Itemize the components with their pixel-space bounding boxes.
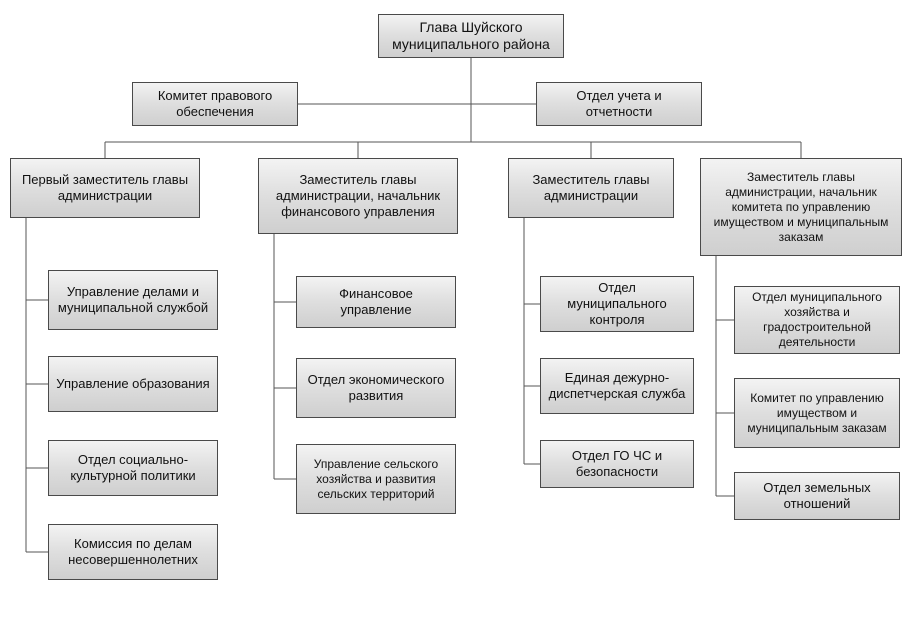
org-node-c4c: Отдел земельных отношений [734,472,900,520]
org-node-col4: Заместитель главы администрации, начальн… [700,158,902,256]
org-chart-canvas: Глава Шуйского муниципального района Коми… [0,0,911,638]
org-node-row2b: Отдел учета и отчетности [536,82,702,126]
org-node-c4b: Комитет по управлению имуществом и муниц… [734,378,900,448]
org-node-c3c: Отдел ГО ЧС и безопасности [540,440,694,488]
org-node-row2a: Комитет правового обеспечения [132,82,298,126]
org-node-c3b: Единая дежурно-диспетчерская служба [540,358,694,414]
org-node-c1c: Отдел социально-культурной политики [48,440,218,496]
org-node-c1a: Управление делами и муниципальной службо… [48,270,218,330]
org-node-c1d: Комиссия по делам несовершеннолетних [48,524,218,580]
org-node-c4a: Отдел муниципального хозяйства и градост… [734,286,900,354]
org-node-c3a: Отдел муниципального контроля [540,276,694,332]
org-node-col1: Первый заместитель главы администрации [10,158,200,218]
org-node-col2: Заместитель главы администрации, начальн… [258,158,458,234]
org-node-c2a: Финансовое управление [296,276,456,328]
org-node-col3: Заместитель главы администрации [508,158,674,218]
org-node-root: Глава Шуйского муниципального района [378,14,564,58]
org-node-c2c: Управление сельского хозяйства и развити… [296,444,456,514]
org-node-c2b: Отдел экономического развития [296,358,456,418]
org-node-c1b: Управление образования [48,356,218,412]
